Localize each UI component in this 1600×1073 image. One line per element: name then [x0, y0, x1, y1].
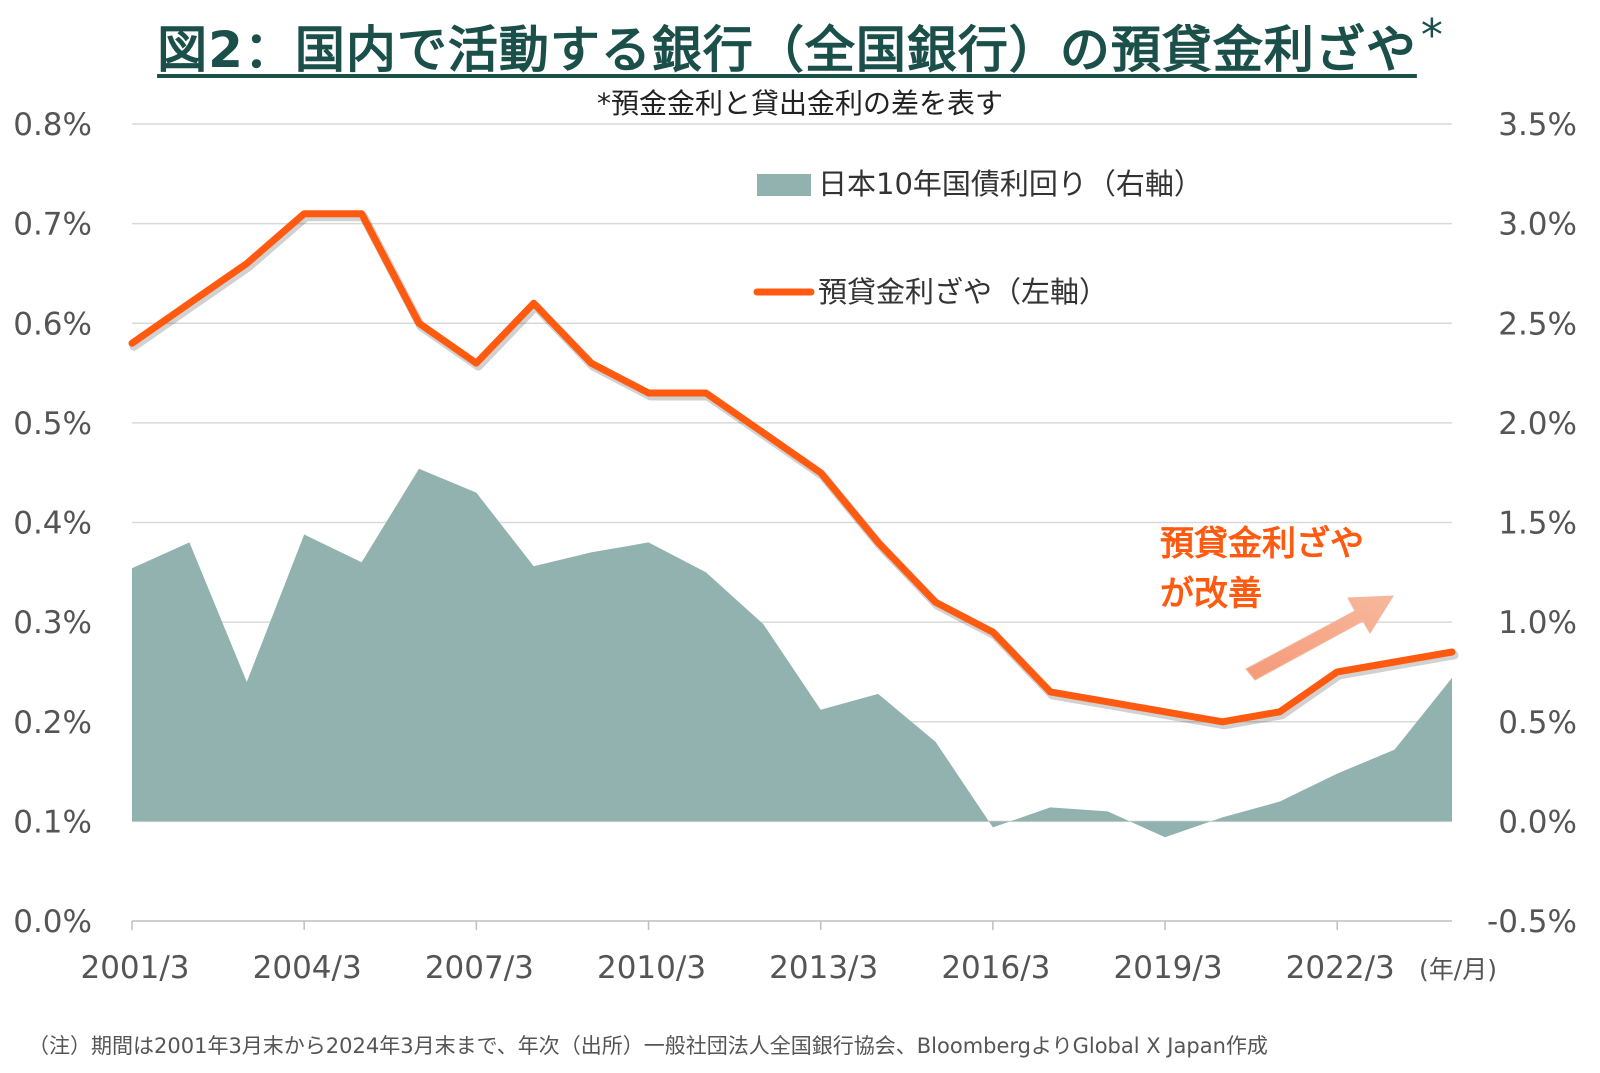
- right-axis-ticks: -0.5% 0.0% 0.5% 1.0% 1.5% 2.0% 2.5% 3.0% 3.5%: [1487, 107, 1577, 940]
- left-tick-label: 0.7%: [13, 207, 92, 243]
- x-tick-label: 2010/3: [597, 950, 706, 986]
- right-tick-label: 1.0%: [1498, 605, 1577, 641]
- annotation-line1: 預貸金利ざや: [1160, 524, 1364, 564]
- title-block: 図2：国内で活動する銀行（全国銀行）の預貸金利ざや*: [0, 10, 1600, 82]
- title-asterisk: *: [1420, 10, 1443, 61]
- left-tick-label: 0.3%: [13, 605, 92, 641]
- right-tick-label: 0.5%: [1498, 705, 1577, 741]
- right-tick-label: 1.5%: [1498, 506, 1577, 542]
- x-tick-label: 2022/3: [1286, 950, 1395, 986]
- x-axis-ticks: 2001/3 2004/3 2007/3 2010/3 2013/3 2016/3 2019…: [80, 950, 1497, 986]
- trend-arrow-icon: [1245, 595, 1394, 681]
- left-axis-ticks: 0.0% 0.1% 0.2% 0.3% 0.4% 0.5% 0.6% 0.7% 0.8%: [13, 107, 92, 940]
- area-series-layer: [132, 468, 1452, 838]
- left-tick-label: 0.6%: [13, 306, 92, 342]
- x-tick-label: 2016/3: [941, 950, 1050, 986]
- line-series-path: [128, 210, 1456, 726]
- legend-area-label: 日本10年国債利回り（右軸）: [818, 167, 1203, 201]
- right-tick-label: 0.0%: [1498, 804, 1577, 840]
- legend-area-swatch: [757, 174, 811, 196]
- left-tick-label: 0.1%: [13, 804, 92, 840]
- x-tick-label: 2019/3: [1114, 950, 1223, 986]
- chart-title: 図2：国内で活動する銀行（全国銀行）の預貸金利ざや: [157, 21, 1417, 79]
- annotation-line2: が改善: [1160, 574, 1262, 614]
- x-axis-layer: [131, 920, 1452, 930]
- right-tick-label: 3.0%: [1498, 207, 1577, 243]
- right-tick-label: 2.0%: [1498, 406, 1577, 442]
- legend-line-label: 預貸金利ざや（左軸）: [818, 275, 1108, 309]
- line-series-layer: [128, 210, 1459, 730]
- chart-subtitle: *預金金利と貸出金利の差を表す: [596, 87, 1003, 120]
- right-tick-label: 3.5%: [1498, 107, 1577, 143]
- x-tick-label: 2001/3: [80, 950, 189, 986]
- left-tick-label: 0.5%: [13, 406, 92, 442]
- footnote: （注）期間は2001年3月末から2024年3月末まで、年次（出所）一般社団法人全…: [28, 1034, 1268, 1058]
- right-tick-label: 2.5%: [1498, 306, 1577, 342]
- left-tick-label: 0.0%: [13, 904, 92, 940]
- x-tick-label: 2013/3: [769, 950, 878, 986]
- left-tick-label: 0.4%: [13, 506, 92, 542]
- left-tick-label: 0.8%: [13, 107, 92, 143]
- left-tick-label: 0.2%: [13, 705, 92, 741]
- right-tick-label: -0.5%: [1487, 904, 1577, 940]
- area-series-shape: [132, 468, 1452, 838]
- x-tick-label: 2007/3: [425, 950, 534, 986]
- x-tick-label: 2004/3: [253, 950, 362, 986]
- x-axis-unit-label: (年/月): [1419, 955, 1497, 984]
